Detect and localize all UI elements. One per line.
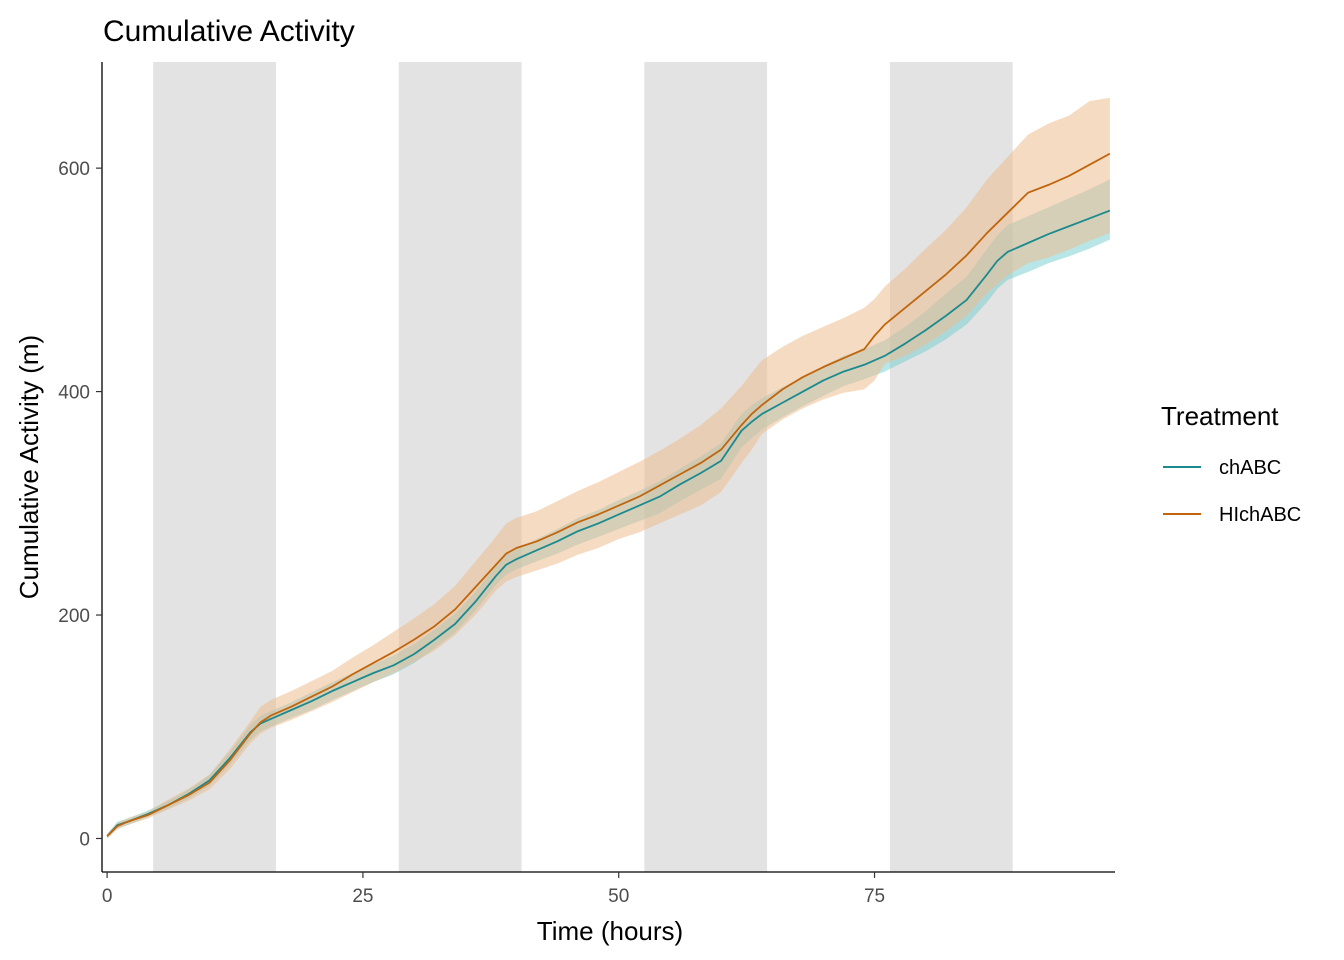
legend: Treatment chABC HIchABC [1161,401,1301,526]
legend-label-chABC: chABC [1219,457,1281,479]
confidence-bands [107,97,1110,839]
y-axis-title: Cumulative Activity (m) [14,335,44,599]
dark-period-2 [398,62,522,872]
series-line-HIchABC [106,152,1111,837]
series-lines [106,152,1111,837]
x-axis-title: Time (hours) [537,916,683,946]
x-tick-label: 0 [102,886,113,907]
y-tick-label: 0 [79,829,90,850]
legend-label-HIchABC: HIchABC [1219,504,1301,526]
y-tick-label: 600 [58,159,90,180]
y-tick-label: 200 [58,606,90,627]
chart-title: Cumulative Activity [103,15,355,48]
x-tick-label: 75 [864,886,885,907]
dark-period-1 [153,62,276,872]
x-tick-label: 50 [608,886,629,907]
y-tick-label: 400 [58,383,90,404]
axes: 0 25 50 75 0 200 400 600 [58,62,1115,907]
legend-title: Treatment [1161,401,1279,431]
x-tick-label: 25 [352,886,373,907]
confidence-band-HIchABC [107,97,1110,839]
dark-periods [153,62,1013,872]
